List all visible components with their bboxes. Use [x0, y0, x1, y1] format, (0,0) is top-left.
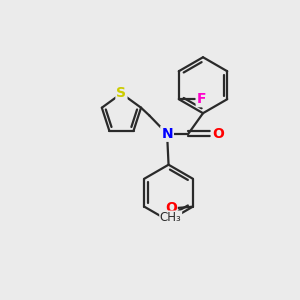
Text: O: O: [212, 127, 224, 141]
Text: N: N: [161, 127, 173, 141]
Text: O: O: [165, 201, 177, 215]
Text: CH₃: CH₃: [160, 211, 182, 224]
Text: S: S: [116, 86, 126, 100]
Text: F: F: [197, 92, 206, 106]
